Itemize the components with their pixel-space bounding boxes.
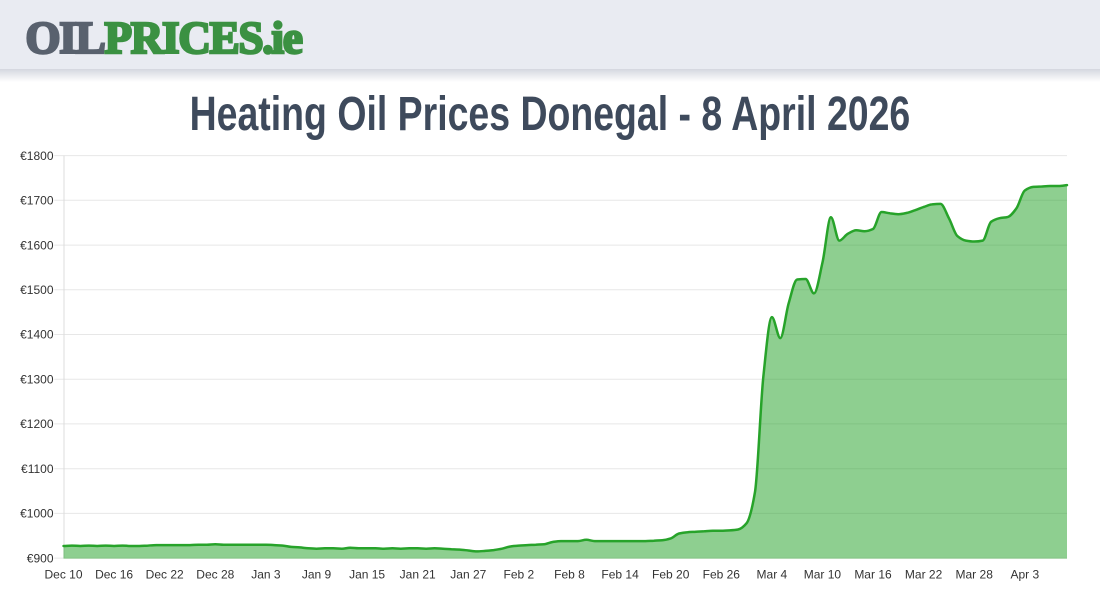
svg-text:€1600: €1600 [20, 238, 54, 252]
svg-text:Feb 8: Feb 8 [554, 568, 585, 582]
svg-text:Feb 2: Feb 2 [504, 568, 535, 582]
svg-text:Mar 28: Mar 28 [956, 568, 994, 582]
svg-text:Dec 22: Dec 22 [146, 568, 184, 582]
svg-text:Jan 27: Jan 27 [450, 568, 486, 582]
svg-text:Jan 21: Jan 21 [400, 568, 436, 582]
svg-text:Jan 15: Jan 15 [349, 568, 385, 582]
svg-text:Jan 9: Jan 9 [302, 568, 332, 582]
svg-text:€1500: €1500 [20, 283, 54, 297]
svg-text:€1800: €1800 [20, 149, 54, 163]
svg-text:Mar 16: Mar 16 [854, 568, 892, 582]
svg-text:Dec 16: Dec 16 [95, 568, 133, 582]
svg-text:Feb 20: Feb 20 [652, 568, 690, 582]
svg-text:Dec 28: Dec 28 [196, 568, 234, 582]
svg-text:Feb 14: Feb 14 [601, 568, 639, 582]
svg-text:Jan 3: Jan 3 [251, 568, 281, 582]
svg-text:€1000: €1000 [20, 507, 54, 521]
svg-text:€1200: €1200 [20, 417, 54, 431]
svg-text:€1300: €1300 [20, 372, 54, 386]
svg-text:€1400: €1400 [20, 328, 54, 342]
svg-text:€900: €900 [27, 551, 54, 565]
svg-text:Mar 4: Mar 4 [757, 568, 788, 582]
svg-text:Dec 10: Dec 10 [44, 568, 82, 582]
svg-text:€1100: €1100 [21, 462, 54, 476]
svg-text:Mar 10: Mar 10 [804, 568, 842, 582]
svg-text:€1700: €1700 [20, 194, 54, 208]
svg-text:Mar 22: Mar 22 [905, 568, 943, 582]
svg-text:Apr 3: Apr 3 [1010, 568, 1039, 582]
svg-text:Feb 26: Feb 26 [703, 568, 741, 582]
